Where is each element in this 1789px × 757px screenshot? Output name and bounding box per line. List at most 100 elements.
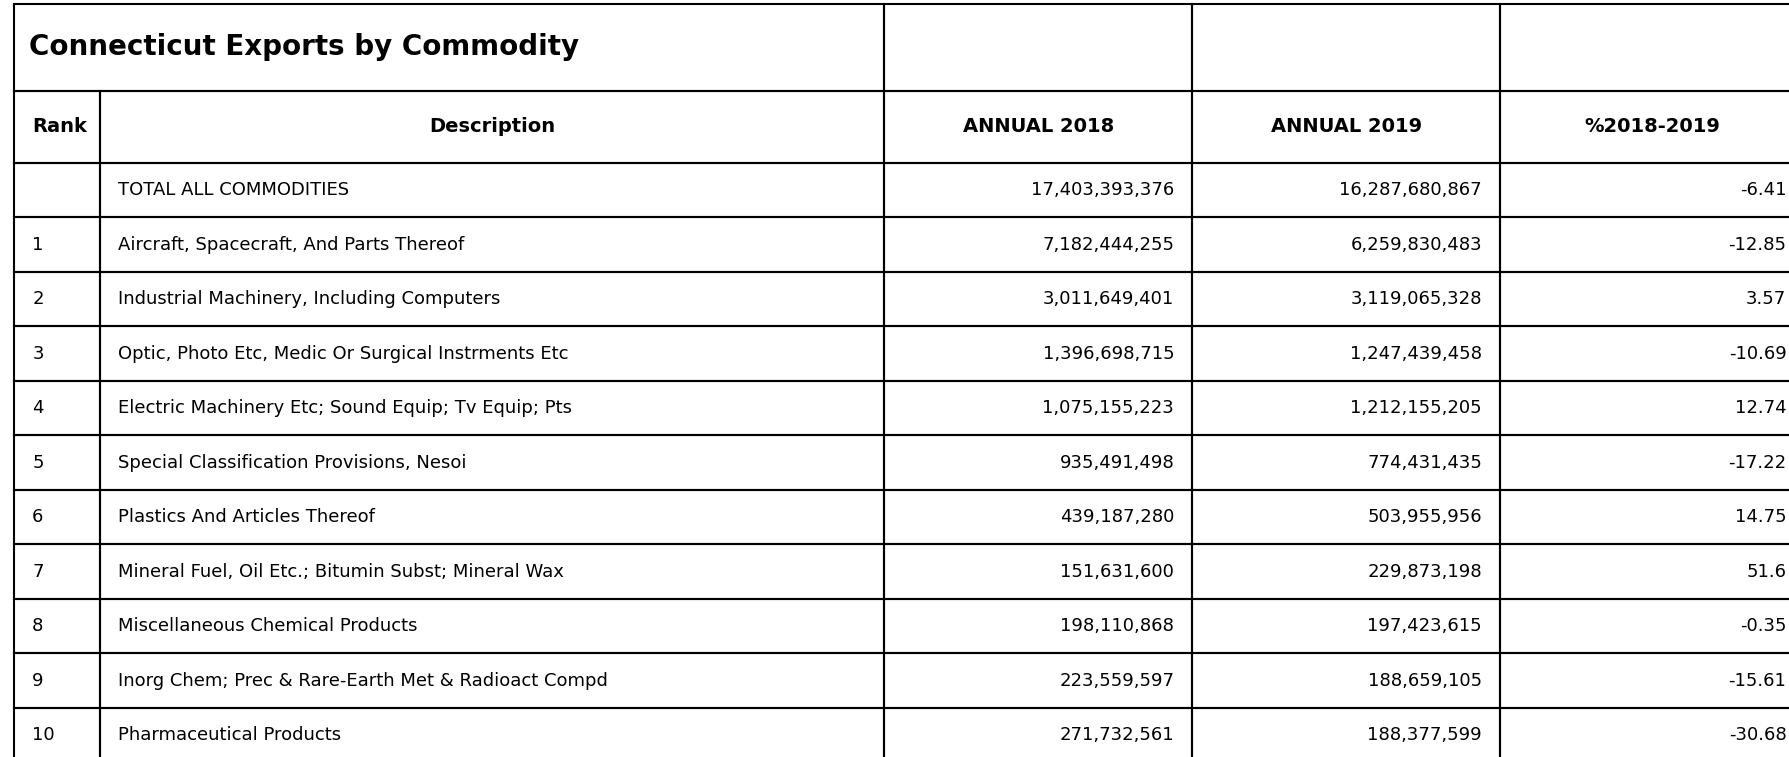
Bar	[1191, 599, 1499, 653]
Bar	[1191, 599, 1499, 653]
Bar	[1499, 381, 1789, 435]
Bar	[14, 381, 100, 435]
Bar	[884, 708, 1191, 757]
Text: -17.22: -17.22	[1728, 453, 1785, 472]
Bar	[1191, 653, 1499, 708]
Bar	[884, 381, 1191, 435]
Bar	[14, 653, 100, 708]
Text: 1,212,155,205: 1,212,155,205	[1349, 399, 1481, 417]
Text: 3,011,649,401: 3,011,649,401	[1043, 290, 1174, 308]
Bar	[884, 217, 1191, 272]
Bar	[1191, 708, 1499, 757]
Text: 4: 4	[32, 399, 43, 417]
Bar	[14, 490, 100, 544]
Bar	[884, 435, 1191, 490]
Text: 5: 5	[32, 453, 43, 472]
Text: TOTAL ALL COMMODITIES: TOTAL ALL COMMODITIES	[118, 181, 349, 199]
Text: Pharmaceutical Products: Pharmaceutical Products	[118, 726, 342, 744]
Bar	[14, 599, 100, 653]
Bar	[884, 326, 1191, 381]
Bar	[100, 272, 884, 326]
Bar	[100, 163, 884, 217]
Bar	[14, 217, 100, 272]
Bar	[100, 544, 884, 599]
Bar	[100, 490, 884, 544]
Bar	[14, 490, 100, 544]
Text: -10.69: -10.69	[1728, 344, 1785, 363]
Bar	[14, 4, 884, 91]
Text: 223,559,597: 223,559,597	[1059, 671, 1174, 690]
Text: 3.57: 3.57	[1746, 290, 1785, 308]
Text: 271,732,561: 271,732,561	[1059, 726, 1174, 744]
Bar	[100, 435, 884, 490]
Text: 198,110,868: 198,110,868	[1059, 617, 1174, 635]
Bar	[884, 490, 1191, 544]
Text: Industrial Machinery, Including Computers: Industrial Machinery, Including Computer…	[118, 290, 501, 308]
Text: Rank: Rank	[32, 117, 88, 136]
Bar	[1499, 91, 1789, 163]
Bar	[14, 272, 100, 326]
Bar	[1499, 163, 1789, 217]
Bar	[1499, 163, 1789, 217]
Bar	[1191, 490, 1499, 544]
Bar	[1499, 544, 1789, 599]
Bar	[100, 653, 884, 708]
Text: -12.85: -12.85	[1728, 235, 1785, 254]
Bar	[100, 599, 884, 653]
Bar	[884, 381, 1191, 435]
Text: Connecticut Exports by Commodity: Connecticut Exports by Commodity	[29, 33, 578, 61]
Text: 188,659,105: 188,659,105	[1367, 671, 1481, 690]
Bar	[14, 708, 100, 757]
Bar	[1499, 653, 1789, 708]
Bar	[100, 272, 884, 326]
Bar	[100, 91, 884, 163]
Bar	[884, 91, 1191, 163]
Bar	[1499, 599, 1789, 653]
Bar	[14, 272, 100, 326]
Bar	[1499, 272, 1789, 326]
Text: ANNUAL 2019: ANNUAL 2019	[1270, 117, 1420, 136]
Text: Special Classification Provisions, Nesoi: Special Classification Provisions, Nesoi	[118, 453, 467, 472]
Text: 1,247,439,458: 1,247,439,458	[1349, 344, 1481, 363]
Text: 12.74: 12.74	[1734, 399, 1785, 417]
Bar	[884, 163, 1191, 217]
Bar	[884, 708, 1191, 757]
Bar	[14, 381, 100, 435]
Text: 6,259,830,483: 6,259,830,483	[1349, 235, 1481, 254]
Text: -15.61: -15.61	[1728, 671, 1785, 690]
Bar	[1191, 163, 1499, 217]
Text: %2018-2019: %2018-2019	[1583, 117, 1719, 136]
Bar	[884, 544, 1191, 599]
Bar	[1191, 91, 1499, 163]
Bar	[1499, 490, 1789, 544]
Bar	[100, 91, 884, 163]
Bar	[14, 435, 100, 490]
Text: 188,377,599: 188,377,599	[1367, 726, 1481, 744]
Bar	[1191, 544, 1499, 599]
Text: 8: 8	[32, 617, 43, 635]
Bar	[1191, 91, 1499, 163]
Bar	[1499, 217, 1789, 272]
Bar	[1191, 217, 1499, 272]
Bar	[884, 490, 1191, 544]
Bar	[1499, 272, 1789, 326]
Text: Description: Description	[429, 117, 555, 136]
Bar	[14, 163, 100, 217]
Bar	[100, 435, 884, 490]
Bar	[100, 381, 884, 435]
Bar	[1499, 217, 1789, 272]
Bar	[1191, 490, 1499, 544]
Text: 503,955,956: 503,955,956	[1367, 508, 1481, 526]
Text: -6.41: -6.41	[1739, 181, 1785, 199]
Text: 14.75: 14.75	[1734, 508, 1785, 526]
Bar	[1191, 326, 1499, 381]
Bar	[884, 544, 1191, 599]
Bar	[884, 4, 1191, 91]
Bar	[100, 490, 884, 544]
Text: 7: 7	[32, 562, 43, 581]
Bar	[884, 272, 1191, 326]
Bar	[1191, 326, 1499, 381]
Text: 2: 2	[32, 290, 43, 308]
Bar	[1191, 435, 1499, 490]
Text: -0.35: -0.35	[1739, 617, 1785, 635]
